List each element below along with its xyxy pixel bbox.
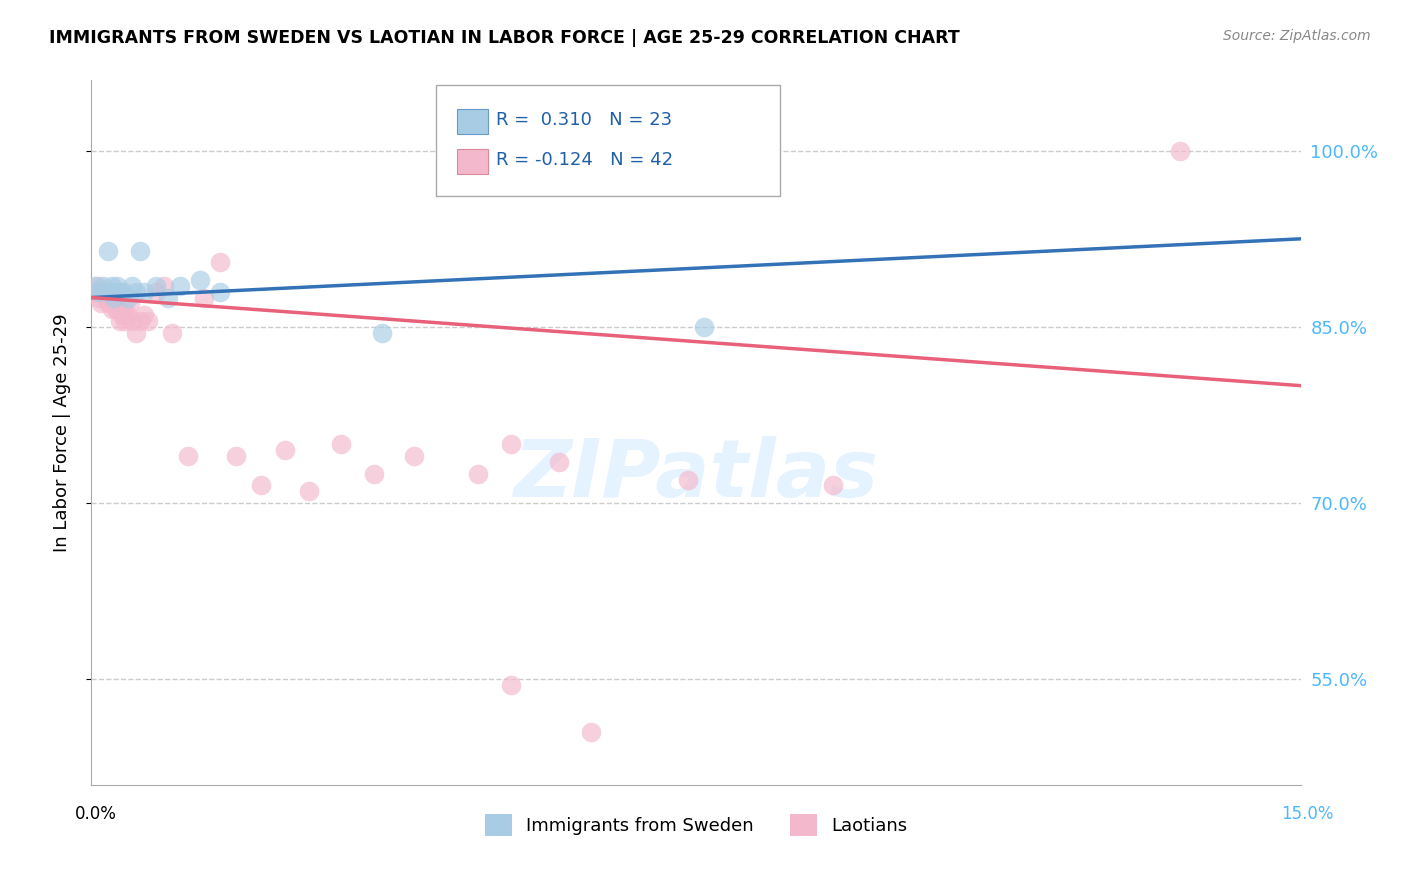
Point xyxy=(105,302,128,317)
Point xyxy=(128,314,150,328)
Legend: Immigrants from Sweden, Laotians: Immigrants from Sweden, Laotians xyxy=(477,806,915,843)
Point xyxy=(370,326,392,340)
Point xyxy=(96,244,118,258)
Point xyxy=(93,278,115,293)
Point xyxy=(112,285,135,299)
Point xyxy=(111,308,134,322)
Point xyxy=(105,278,128,293)
Text: 0.0%: 0.0% xyxy=(75,805,117,822)
Point xyxy=(114,314,136,328)
Point xyxy=(89,285,111,299)
Point xyxy=(120,296,142,310)
Point xyxy=(132,285,155,299)
Point xyxy=(1168,144,1191,158)
Point xyxy=(156,291,179,305)
Point xyxy=(249,478,271,492)
Text: ZIPatlas: ZIPatlas xyxy=(513,436,879,514)
Text: Source: ZipAtlas.com: Source: ZipAtlas.com xyxy=(1223,29,1371,43)
Point xyxy=(128,244,150,258)
Point xyxy=(160,326,183,340)
Point xyxy=(132,308,155,322)
Point xyxy=(89,291,111,305)
Point xyxy=(104,302,127,317)
Point xyxy=(117,291,139,305)
Point xyxy=(87,278,110,293)
Point xyxy=(169,278,191,293)
Point xyxy=(188,273,211,287)
Text: R = -0.124   N = 42: R = -0.124 N = 42 xyxy=(496,151,673,169)
Point xyxy=(676,473,699,487)
Point xyxy=(103,296,125,310)
Point xyxy=(84,278,107,293)
Point xyxy=(499,437,522,451)
Point xyxy=(96,296,118,310)
Point xyxy=(100,278,122,293)
Point xyxy=(91,285,114,299)
Point xyxy=(193,291,215,305)
Point xyxy=(579,725,602,739)
Point xyxy=(108,314,131,328)
Point xyxy=(121,314,143,328)
Point xyxy=(402,449,425,463)
Point xyxy=(821,478,844,492)
Point xyxy=(548,455,571,469)
Point xyxy=(117,308,139,322)
Point xyxy=(298,484,321,499)
Point xyxy=(225,449,247,463)
Point xyxy=(136,314,159,328)
Point xyxy=(100,302,122,317)
Point xyxy=(177,449,200,463)
Point xyxy=(330,437,353,451)
Point xyxy=(112,302,135,317)
Point xyxy=(104,285,127,299)
Text: 15.0%: 15.0% xyxy=(1281,805,1334,822)
Text: IMMIGRANTS FROM SWEDEN VS LAOTIAN IN LABOR FORCE | AGE 25-29 CORRELATION CHART: IMMIGRANTS FROM SWEDEN VS LAOTIAN IN LAB… xyxy=(49,29,960,46)
Point xyxy=(121,278,143,293)
Point xyxy=(94,291,117,305)
Text: R =  0.310   N = 23: R = 0.310 N = 23 xyxy=(496,111,672,128)
Point xyxy=(84,285,107,299)
Point xyxy=(467,467,489,481)
Point xyxy=(125,326,148,340)
Point xyxy=(103,291,125,305)
Point xyxy=(209,285,232,299)
Point xyxy=(209,255,232,269)
Point xyxy=(363,467,385,481)
Y-axis label: In Labor Force | Age 25-29: In Labor Force | Age 25-29 xyxy=(52,313,70,552)
Point xyxy=(98,291,121,305)
Point xyxy=(499,678,522,692)
Point xyxy=(145,285,167,299)
Point xyxy=(274,443,297,458)
Point xyxy=(153,278,176,293)
Point xyxy=(90,296,112,310)
Point xyxy=(108,285,131,299)
Point xyxy=(125,285,148,299)
Point xyxy=(98,285,121,299)
Point xyxy=(145,278,167,293)
Point xyxy=(693,320,716,334)
